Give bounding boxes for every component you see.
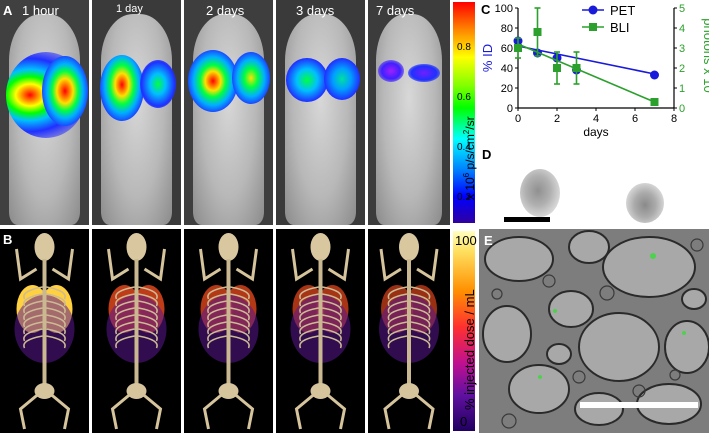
pet-ct-image-7d xyxy=(368,229,450,433)
y-tick-label-left: 80 xyxy=(501,23,513,35)
pet-ct-image-2d xyxy=(184,229,273,433)
y-tick-label-left: 60 xyxy=(501,43,513,55)
autoradiograph-left xyxy=(520,169,560,217)
timepoint-label: 7 days xyxy=(376,3,415,18)
colorbar-tick: 0 xyxy=(460,414,468,429)
colorbar-title-unit-exp: 2 xyxy=(462,129,471,135)
bli-image-7d: 7 days xyxy=(368,0,450,225)
y-tick-label-right: 5 xyxy=(679,3,685,15)
x-tick-label: 0 xyxy=(515,113,521,125)
bli-signal xyxy=(100,55,144,121)
autoradiograph-right xyxy=(626,183,664,223)
x-tick-label: 4 xyxy=(593,113,599,125)
pet-colorbar-title: % injected dose / mL xyxy=(462,289,477,410)
bli-signal-right xyxy=(408,64,440,82)
bli-colorbar xyxy=(453,2,475,223)
timepoint-label: 1 hour xyxy=(22,3,59,18)
bli-signal-right xyxy=(140,60,176,108)
panel-e: E xyxy=(479,229,709,433)
legend-label: BLI xyxy=(610,20,630,35)
y-tick-label-right: 2 xyxy=(679,63,685,75)
colorbar-title: x 106 p/s/cm2/sr xyxy=(462,116,477,200)
timepoint-label: 2 days xyxy=(206,3,245,18)
x-tick-label: 2 xyxy=(554,113,560,125)
data-point-pet xyxy=(650,70,659,80)
mouse-photo xyxy=(376,13,442,225)
colorbar-tick: 0.4 xyxy=(457,142,471,153)
colorbar-title-text: x 10 xyxy=(463,177,477,200)
data-point-bli xyxy=(553,64,561,72)
mouse-photo xyxy=(192,13,265,225)
colorbar-title-unit: p/s/cm xyxy=(463,134,477,173)
micrograph xyxy=(482,230,709,429)
x-tick-label: 6 xyxy=(632,113,638,125)
y-tick-label-left: 20 xyxy=(501,83,513,95)
colorbar-tick: 0.8 xyxy=(457,42,471,53)
data-point-bli xyxy=(572,64,581,72)
pet-colorbar xyxy=(453,231,475,431)
legend-label: PET xyxy=(610,3,635,18)
x-tick-label: 8 xyxy=(671,113,677,125)
pet-bli-chart: 0 20 40 60 80 100 0 1 2 3 4 5 0 2 4 6 8 days % ID photons x… xyxy=(480,3,709,139)
colorbar-tick: 0.2 xyxy=(457,192,471,203)
bli-signal xyxy=(378,60,404,82)
fit-line-bli xyxy=(517,43,655,103)
bli-signal xyxy=(188,50,238,112)
data-point-bli xyxy=(533,28,542,36)
bli-image-2d: 2 days xyxy=(184,0,273,225)
timepoint-label: 1 day xyxy=(116,3,143,15)
y-tick-label-right: 3 xyxy=(679,43,685,55)
colorbar-title-tail: /sr xyxy=(463,116,477,130)
legend-marker-bli xyxy=(589,23,597,31)
panel-letter-c: C xyxy=(481,2,491,17)
bli-signal-right xyxy=(42,56,88,126)
data-point-bli xyxy=(650,98,659,106)
y-tick-label-left: 40 xyxy=(501,63,513,75)
scale-bar xyxy=(504,217,550,222)
colorbar-tick: 0.6 xyxy=(457,92,471,103)
y-axis-label-right: photons x 107 xyxy=(701,18,709,97)
bli-signal xyxy=(286,58,328,102)
scale-bar xyxy=(580,402,698,408)
skeleton-render xyxy=(290,233,351,430)
skeleton-render xyxy=(198,233,259,430)
x-axis-label: days xyxy=(583,125,608,139)
timepoint-label: 3 days xyxy=(296,3,335,18)
pet-ct-image-1h xyxy=(0,229,89,433)
y-tick-label-right: 1 xyxy=(679,83,685,95)
y-tick-label-right: 0 xyxy=(679,103,685,115)
panel-letter-b: B xyxy=(3,232,13,247)
y-axis-label-right-exp: 7 xyxy=(707,93,709,98)
bli-signal-right xyxy=(324,58,360,100)
colorbar-tick: 100 xyxy=(455,233,477,248)
mouse-photo xyxy=(284,13,357,225)
mouse-photo xyxy=(100,13,173,225)
bli-signal-right xyxy=(232,52,270,104)
bli-image-3d: 3 days xyxy=(276,0,365,225)
legend-marker-pet xyxy=(588,5,598,15)
data-point-bli xyxy=(514,44,522,52)
panel-letter-a: A xyxy=(3,3,13,18)
pet-ct-image-1d xyxy=(92,229,181,433)
bli-image-1d: 1 day xyxy=(92,0,181,225)
skeleton-render xyxy=(14,233,75,430)
pet-ct-image-3d xyxy=(276,229,365,433)
skeleton-render xyxy=(379,233,439,430)
panel-d: D xyxy=(478,145,709,227)
y-tick-label-right: 4 xyxy=(679,23,685,35)
bli-image-1h: A 1 hour xyxy=(0,0,89,225)
colorbar-title-exp: 6 xyxy=(462,172,471,178)
y-axis-label-left: % ID xyxy=(480,44,495,72)
panel-letter-d: D xyxy=(482,147,492,162)
y-tick-label-left: 100 xyxy=(495,3,513,15)
y-tick-label-left: 0 xyxy=(507,103,513,115)
skeleton-render xyxy=(106,233,167,430)
panel-letter-e: E xyxy=(484,233,493,248)
